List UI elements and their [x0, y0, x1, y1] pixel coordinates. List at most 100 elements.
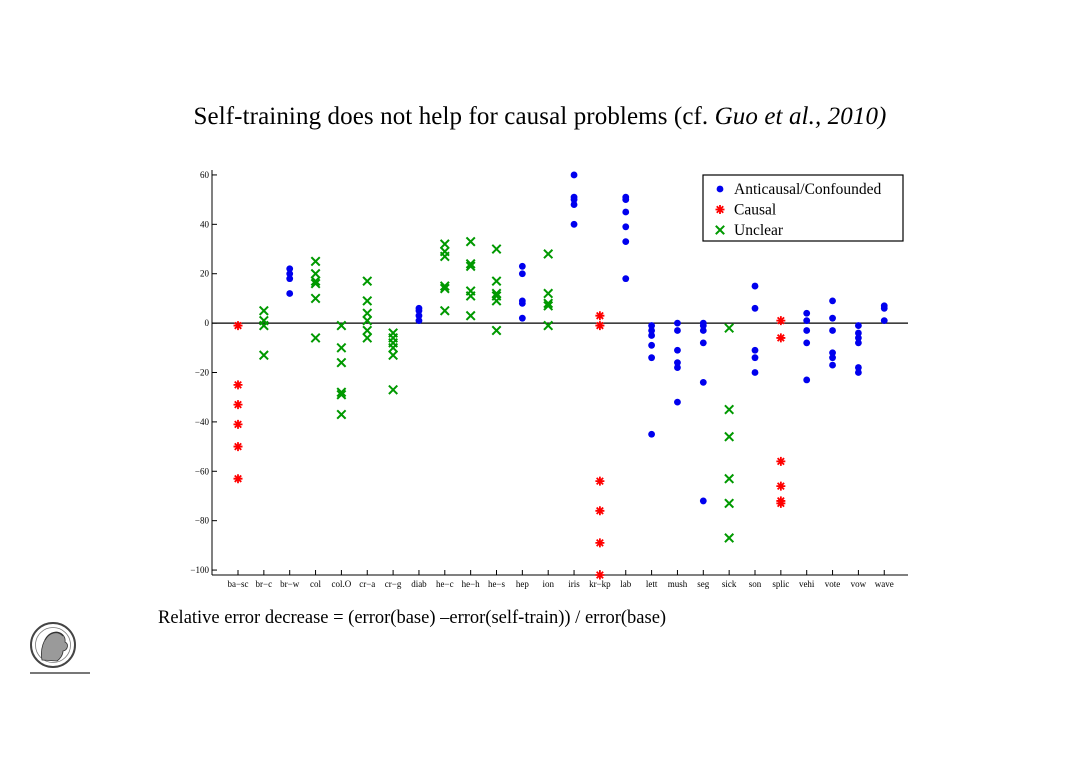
- causal-point: [233, 474, 243, 484]
- unclear-point: [491, 325, 502, 336]
- x-tick-label: vehi: [799, 579, 815, 589]
- causal-point: [776, 333, 786, 343]
- anticausal-point: [674, 327, 681, 334]
- unclear-point: [491, 295, 502, 306]
- causal-point: [595, 538, 605, 548]
- unclear-point: [465, 261, 476, 272]
- x-tick-label: son: [749, 579, 762, 589]
- x-tick-label: cr−a: [359, 579, 375, 589]
- x-tick-label: br−c: [256, 579, 273, 589]
- anticausal-point: [286, 290, 294, 297]
- causal-point: [233, 380, 243, 390]
- unclear-point: [439, 305, 450, 316]
- anticausal-point: [880, 317, 888, 325]
- x-tick-label: he−s: [488, 579, 506, 589]
- anticausal-point: [751, 282, 759, 290]
- legend-marker-causal: [715, 205, 725, 214]
- anticausal-point: [855, 329, 862, 337]
- anticausal-point: [648, 341, 655, 349]
- x-tick-label: iris: [568, 579, 580, 589]
- legend-label-anticausal: Anticausal/Confounded: [734, 181, 881, 198]
- anticausal-point: [829, 297, 836, 305]
- x-tick-label: hep: [516, 579, 529, 589]
- y-tick-label: −60: [195, 466, 210, 476]
- unclear-point: [543, 320, 554, 331]
- anticausal-point: [622, 196, 630, 204]
- causal-point: [233, 400, 243, 410]
- unclear-point: [543, 298, 554, 309]
- unclear-point: [543, 288, 554, 299]
- anticausal-point: [751, 354, 759, 362]
- unclear-point: [388, 350, 399, 361]
- anticausal-point: [415, 307, 423, 315]
- anticausal-point: [751, 346, 759, 354]
- unclear-point: [258, 350, 269, 361]
- unclear-point: [310, 276, 321, 287]
- anticausal-point: [855, 369, 862, 376]
- anticausal-point: [674, 364, 681, 371]
- anticausal-point: [415, 312, 423, 320]
- anticausal-point: [622, 208, 630, 216]
- anticausal-point: [674, 319, 681, 327]
- y-tick-label: −80: [195, 516, 210, 526]
- anticausal-point: [803, 317, 811, 325]
- causal-point: [776, 316, 786, 326]
- unclear-point: [336, 389, 347, 400]
- x-tick-label: vow: [851, 579, 867, 589]
- causal-point: [233, 442, 243, 452]
- unclear-point: [724, 404, 735, 415]
- anticausal-point: [570, 220, 578, 228]
- chart-axes: 60 40 20 0 −20 −40 −60 −80 −100 ba−sc br−c br−w col c…: [190, 170, 908, 589]
- anticausal-point: [622, 238, 630, 246]
- anticausal-point: [648, 354, 655, 362]
- max-planck-minerva-logo: [30, 622, 90, 674]
- unclear-point: [310, 268, 321, 279]
- x-tick-label: wave: [875, 579, 894, 589]
- unclear-point: [465, 236, 476, 247]
- unclear-point: [465, 291, 476, 301]
- anticausal-point: [674, 346, 681, 354]
- unclear-point: [258, 320, 269, 331]
- legend-label-causal: Causal: [734, 202, 776, 219]
- x-tick-label: splic: [772, 579, 789, 589]
- causal-point: [595, 476, 605, 486]
- unclear-point: [439, 239, 450, 249]
- anticausal-point: [518, 314, 526, 322]
- chart-legend: Anticausal/Confounded Causal Unclear: [702, 174, 904, 242]
- anticausal-point: [648, 332, 655, 339]
- anticausal-point: [518, 270, 526, 278]
- anticausal-point: [570, 201, 578, 208]
- unclear-point: [724, 498, 735, 509]
- causal-point: [595, 570, 605, 580]
- x-tick-label: seg: [697, 579, 709, 589]
- unclear-point: [362, 276, 373, 287]
- unclear-point: [724, 473, 735, 484]
- anticausal-point: [286, 270, 294, 278]
- legend-marker-anticausal: [716, 185, 724, 193]
- anticausal-point: [518, 262, 526, 270]
- x-tick-label: mush: [668, 579, 688, 589]
- anticausal-point: [699, 322, 707, 329]
- unclear-point: [491, 288, 502, 299]
- causal-point: [595, 311, 605, 321]
- anticausal-point: [751, 304, 759, 312]
- unclear-point: [724, 533, 735, 543]
- anticausal-point: [699, 378, 707, 386]
- unclear-point: [439, 281, 450, 291]
- unclear-point: [362, 325, 373, 336]
- y-tick-label: 20: [200, 269, 210, 279]
- y-tick-label: −40: [195, 417, 210, 427]
- x-tick-label: sick: [722, 579, 737, 589]
- anticausal-point: [699, 327, 707, 334]
- y-tick-label: −100: [190, 565, 209, 575]
- anticausal-point: [751, 369, 759, 376]
- anticausal-point: [803, 339, 811, 347]
- anticausal-point: [803, 327, 811, 334]
- anticausal-point: [415, 317, 423, 325]
- x-tick-label: diab: [411, 579, 427, 589]
- unclear-point: [336, 409, 347, 420]
- anticausal-point: [286, 265, 294, 273]
- anticausal-point: [570, 196, 578, 204]
- unclear-point: [439, 251, 450, 262]
- anticausal-point: [855, 339, 862, 347]
